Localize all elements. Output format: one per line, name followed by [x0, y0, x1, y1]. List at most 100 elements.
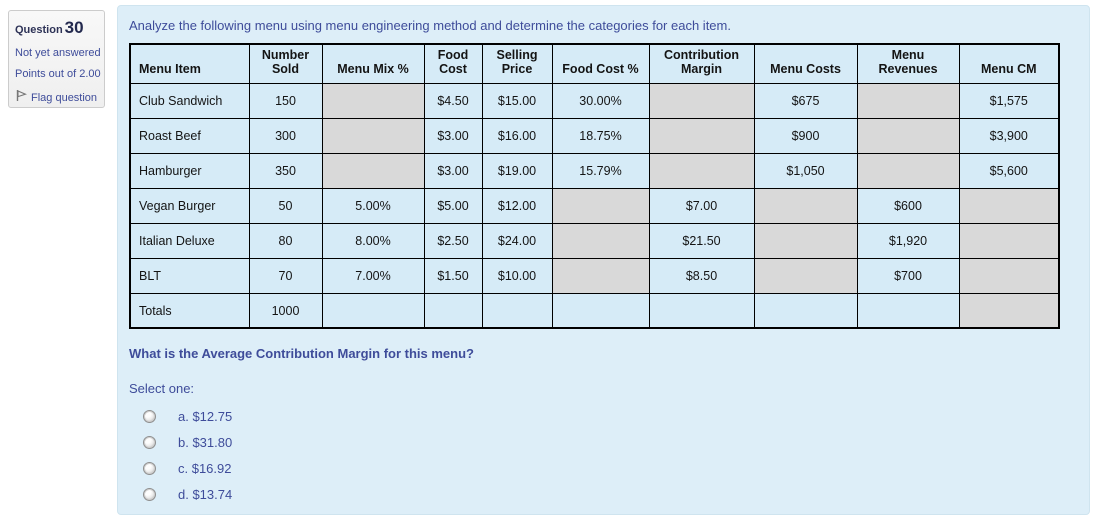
table-cell: [481, 292, 553, 329]
menu-engineering-table: Menu Item Number Sold Menu Mix % Food Cost S…: [129, 43, 1060, 330]
table-row: BLT 70 7.00% $1.50 $10.00 $8.50 $700: [129, 257, 1060, 294]
shaded-cell: [856, 82, 960, 119]
shaded-cell: [321, 117, 425, 154]
question-number-line: Question 30: [15, 18, 98, 38]
table-cell: 50: [248, 187, 323, 224]
table-cell: Roast Beef: [129, 117, 250, 154]
shaded-cell: [551, 187, 650, 224]
question-label: Question: [15, 24, 63, 36]
shaded-cell: [753, 257, 858, 294]
column-header: Selling Price: [481, 43, 553, 84]
table-cell: $12.00: [481, 187, 553, 224]
question-intro-text: Analyze the following menu using menu en…: [129, 18, 731, 33]
column-header: Menu Item: [129, 43, 250, 84]
table-cell: $24.00: [481, 222, 553, 259]
table-header-row: Menu Item Number Sold Menu Mix % Food Cost S…: [129, 43, 1060, 84]
table-cell: [551, 292, 650, 329]
shaded-cell: [648, 82, 755, 119]
table-cell: $600: [856, 187, 960, 224]
shaded-cell: [958, 187, 1060, 224]
table-cell: 70: [248, 257, 323, 294]
shaded-cell: [648, 117, 755, 154]
table-cell: $1.50: [423, 257, 483, 294]
table-row: Italian Deluxe 80 8.00% $2.50 $24.00 $21.50 $1…: [129, 222, 1060, 259]
table-cell: $900: [753, 117, 858, 154]
column-header: Menu Mix %: [321, 43, 425, 84]
table-cell: [648, 292, 755, 329]
table-cell: $21.50: [648, 222, 755, 259]
table-cell: $1,920: [856, 222, 960, 259]
answer-option-row: a. $12.75: [129, 403, 1089, 429]
table-cell: Club Sandwich: [129, 82, 250, 119]
answer-options: a. $12.75 b. $31.80 c. $16.92 d. $13.74: [129, 403, 1089, 507]
question-content-panel: Analyze the following menu using menu en…: [117, 5, 1090, 515]
column-header: Menu Revenues: [856, 43, 960, 84]
table-cell: $3.00: [423, 117, 483, 154]
table-cell: 300: [248, 117, 323, 154]
flag-question-link[interactable]: Flag question: [15, 89, 98, 107]
column-header: Food Cost %: [551, 43, 650, 84]
table-cell: $5.00: [423, 187, 483, 224]
table-cell: [856, 292, 960, 329]
table-row: Vegan Burger 50 5.00% $5.00 $12.00 $7.00 $600: [129, 187, 1060, 224]
column-header: Menu CM: [958, 43, 1060, 84]
table-cell: $700: [856, 257, 960, 294]
select-one-label: Select one:: [129, 381, 195, 397]
table-cell: BLT: [129, 257, 250, 294]
column-header: Food Cost: [423, 43, 483, 84]
shaded-cell: [856, 152, 960, 189]
table-cell: 80: [248, 222, 323, 259]
table-cell: $675: [753, 82, 858, 119]
table-cell: 15.79%: [551, 152, 650, 189]
table-cell: 150: [248, 82, 323, 119]
table-cell: $16.00: [481, 117, 553, 154]
shaded-cell: [321, 82, 425, 119]
table-cell: $7.00: [648, 187, 755, 224]
shaded-cell: [551, 257, 650, 294]
table-cell: $3.00: [423, 152, 483, 189]
table-cell: 1000: [248, 292, 323, 329]
answer-option-row: c. $16.92: [129, 455, 1089, 481]
shaded-cell: [958, 222, 1060, 259]
table-row: Totals 1000: [129, 292, 1060, 329]
option-label[interactable]: c. $16.92: [178, 460, 232, 476]
radio-button[interactable]: [143, 461, 156, 475]
radio-button[interactable]: [143, 409, 156, 423]
table-cell: 5.00%: [321, 187, 425, 224]
column-header: Menu Costs: [753, 43, 858, 84]
table-cell: $5,600: [958, 152, 1060, 189]
shaded-cell: [321, 152, 425, 189]
answer-option-row: d. $13.74: [129, 481, 1089, 507]
table-cell: [753, 292, 858, 329]
table-cell: $2.50: [423, 222, 483, 259]
shaded-cell: [753, 222, 858, 259]
shaded-cell: [551, 222, 650, 259]
flag-question-label[interactable]: Flag question: [31, 92, 98, 104]
table-cell: [423, 292, 483, 329]
table-cell: $4.50: [423, 82, 483, 119]
radio-button[interactable]: [143, 487, 156, 501]
table-cell: $15.00: [481, 82, 553, 119]
question-points: Points out of 2.00: [15, 68, 101, 80]
flag-icon: [15, 89, 28, 107]
table-cell: $19.00: [481, 152, 553, 189]
table-cell: Italian Deluxe: [129, 222, 250, 259]
option-label[interactable]: b. $31.80: [178, 434, 233, 450]
shaded-cell: [958, 257, 1060, 294]
shaded-cell: [648, 152, 755, 189]
option-label[interactable]: d. $13.74: [178, 486, 233, 502]
table-cell: [321, 292, 425, 329]
answer-option-row: b. $31.80: [129, 429, 1089, 455]
table-cell: $1,050: [753, 152, 858, 189]
column-header: Number Sold: [248, 43, 323, 84]
table-row: Roast Beef 300 $3.00 $16.00 18.75% $900 $3,900: [129, 117, 1060, 154]
table-cell: 18.75%: [551, 117, 650, 154]
table-cell: Vegan Burger: [129, 187, 250, 224]
table-cell: Hamburger: [129, 152, 250, 189]
radio-button[interactable]: [143, 435, 156, 449]
table-cell: Totals: [129, 292, 250, 329]
option-label[interactable]: a. $12.75: [178, 408, 233, 424]
question-number: 30: [64, 18, 84, 37]
shaded-cell: [958, 292, 1060, 329]
